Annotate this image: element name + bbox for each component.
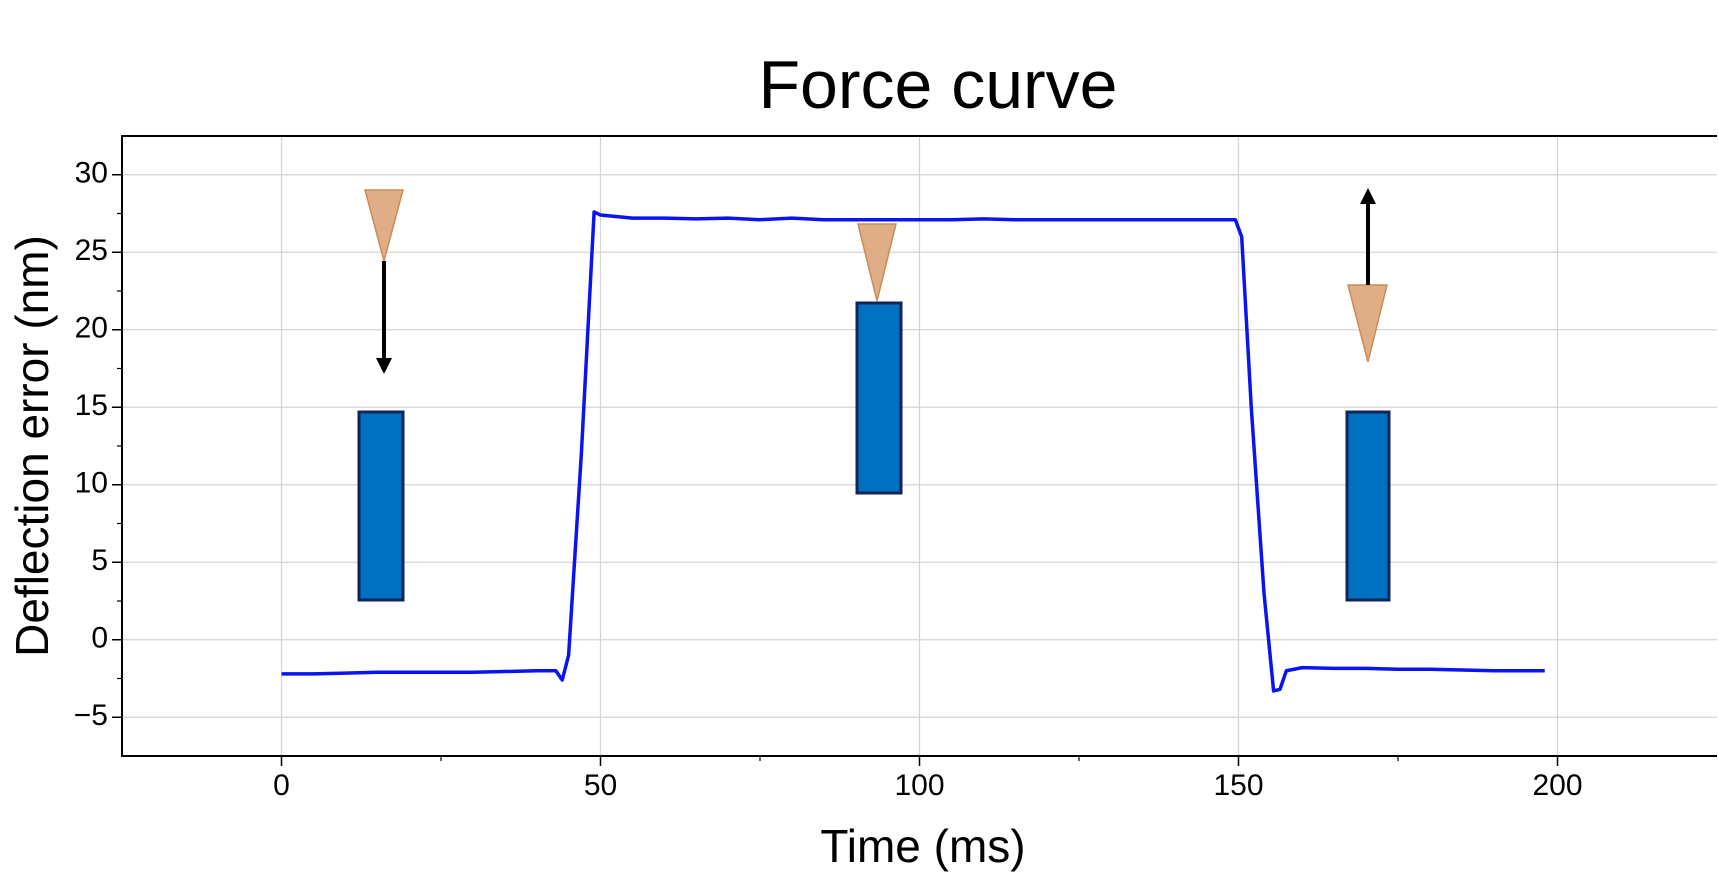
x-tick-label: 50 [584, 769, 617, 802]
y-tick-label: 15 [75, 389, 108, 422]
arrow-head [376, 358, 392, 374]
y-tick-label: 25 [75, 234, 108, 267]
schematic [357, 188, 1391, 602]
y-tick-label: 5 [91, 544, 108, 577]
chart-title: Force curve [759, 47, 1118, 123]
x-tick-label: 200 [1532, 769, 1582, 802]
y-tick-label: 0 [91, 622, 108, 655]
sample-block [855, 301, 903, 495]
plot-marks [281, 210, 1545, 693]
probe-tip [364, 189, 404, 264]
sample-block [1345, 410, 1391, 602]
axis-frame [121, 135, 1717, 757]
x-axis-label: Time (ms) [820, 820, 1025, 872]
x-tick-label: 100 [894, 769, 944, 802]
sample-block [357, 410, 405, 602]
y-tick-label: 20 [75, 312, 108, 345]
probe-tip [857, 223, 897, 302]
y-tick-label: 10 [75, 467, 108, 500]
data-line [281, 210, 1545, 693]
x-tick-label: 0 [273, 769, 290, 802]
probe-tip [1347, 284, 1388, 363]
y-axis-label: Deflection error (nm) [6, 235, 58, 657]
y-tick-label: 30 [75, 157, 108, 190]
axes: −5 0 5 10 15 20 25 30 0 50 100 150 200 [74, 135, 1717, 802]
x-tick-label: 150 [1213, 769, 1263, 802]
arrow-head [1360, 188, 1376, 204]
y-tick-label: −5 [74, 699, 108, 732]
